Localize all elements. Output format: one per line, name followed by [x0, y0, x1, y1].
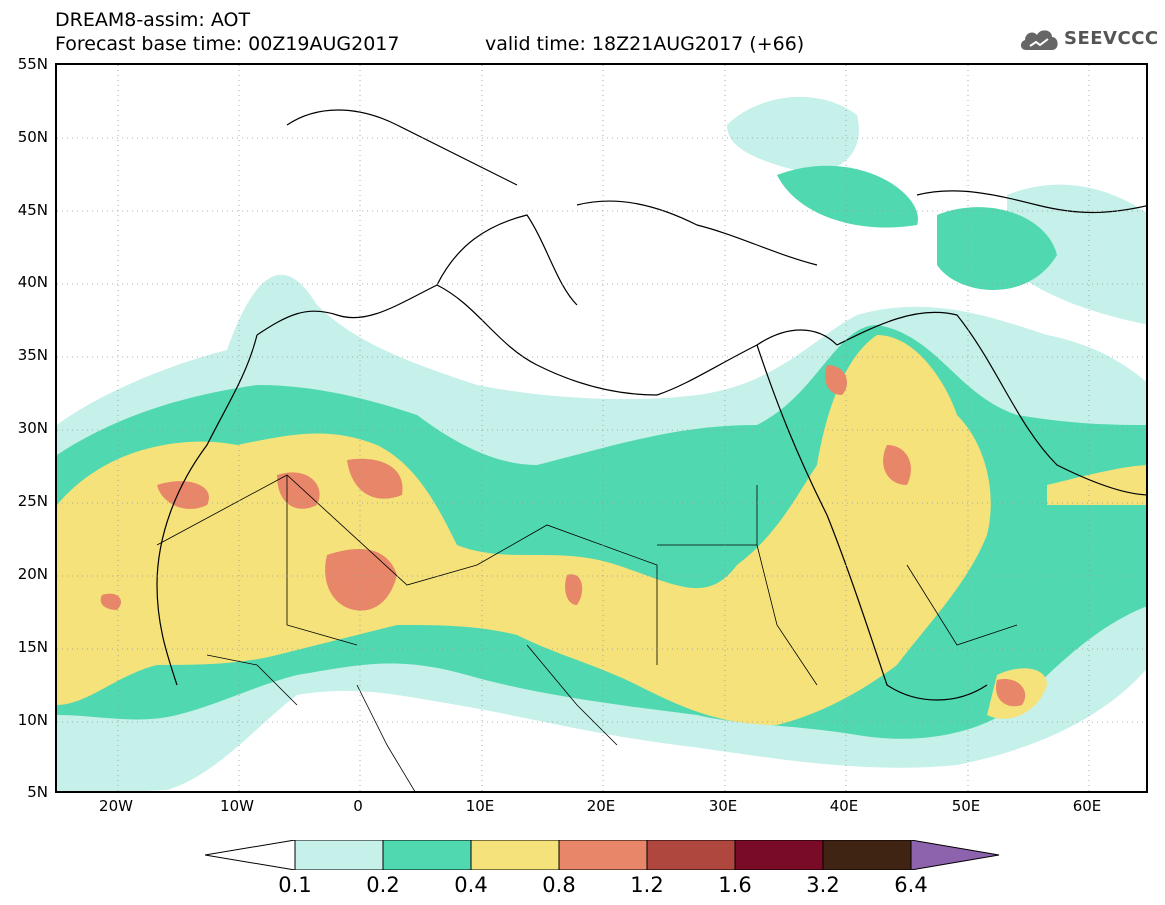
colorbar-swatch — [382, 840, 472, 870]
seevccc-logo: SEEVCCC — [1018, 24, 1158, 54]
lon-label: 0 — [353, 797, 363, 815]
lat-label: 5N — [27, 783, 48, 801]
colorbar-swatch — [822, 840, 912, 870]
lat-label: 30N — [17, 419, 48, 437]
colorbar-label: 0.8 — [542, 873, 576, 897]
colorbar-label: 0.4 — [454, 873, 488, 897]
lon-label: 20E — [586, 797, 616, 815]
colorbar-label: 0.2 — [366, 873, 400, 897]
colorbar-swatch — [734, 840, 824, 870]
gridlines — [57, 65, 1146, 791]
lat-label: 55N — [17, 55, 48, 73]
lat-label: 50N — [17, 128, 48, 146]
map-canvas — [57, 65, 1146, 791]
coastlines — [156, 109, 1146, 701]
lat-label: 40N — [17, 273, 48, 291]
lat-label: 45N — [17, 201, 48, 219]
country-borders — [156, 474, 1018, 791]
lon-label: 10W — [220, 797, 254, 815]
lat-label: 10N — [17, 711, 48, 729]
aot-map — [55, 63, 1148, 793]
logo-text: SEEVCCC — [1064, 28, 1159, 49]
colorbar-label: 3.2 — [806, 873, 840, 897]
colorbar-swatch — [646, 840, 736, 870]
colorbar-swatch — [294, 840, 384, 870]
lon-label: 50E — [951, 797, 981, 815]
lon-label: 40E — [829, 797, 859, 815]
valid-time: valid time: 18Z21AUG2017 (+66) — [485, 33, 805, 55]
lon-label: 60E — [1072, 797, 1102, 815]
colorbar-label: 1.2 — [630, 873, 664, 897]
cloud-icon — [1020, 30, 1058, 50]
aot-contour-0-8 — [100, 365, 1026, 707]
colorbar — [205, 840, 1000, 870]
colorbar-label: 1.6 — [718, 873, 752, 897]
lat-label: 15N — [17, 638, 48, 656]
lon-label: 10E — [465, 797, 495, 815]
colorbar-lower-arrow — [205, 840, 296, 870]
forecast-base-time: Forecast base time: 00Z19AUG2017 — [55, 33, 400, 55]
lat-label: 35N — [17, 346, 48, 364]
lon-label: 30E — [708, 797, 738, 815]
aot-contour-0-4 — [57, 335, 1146, 725]
lon-label: 20W — [99, 797, 133, 815]
colorbar-upper-arrow — [910, 840, 1000, 870]
colorbar-swatch — [558, 840, 648, 870]
lat-label: 20N — [17, 565, 48, 583]
lat-label: 25N — [17, 492, 48, 510]
map-title: DREAM8-assim: AOT — [55, 9, 251, 31]
colorbar-label: 0.1 — [278, 873, 312, 897]
colorbar-label: 6.4 — [894, 873, 928, 897]
colorbar-swatch — [470, 840, 560, 870]
